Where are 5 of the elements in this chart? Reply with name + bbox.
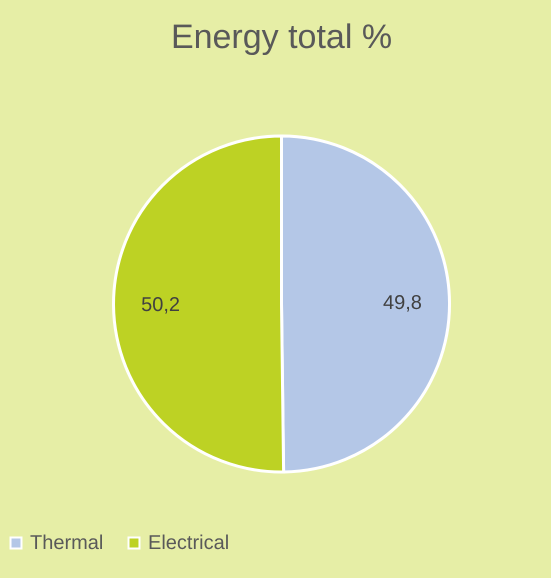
data-label: 50,2 — [141, 294, 180, 316]
chart-title: Energy total % — [170, 18, 392, 56]
data-label: 49,8 — [382, 292, 422, 314]
legend-label: Electrical — [148, 532, 230, 554]
legend-label: Thermal — [30, 532, 104, 554]
